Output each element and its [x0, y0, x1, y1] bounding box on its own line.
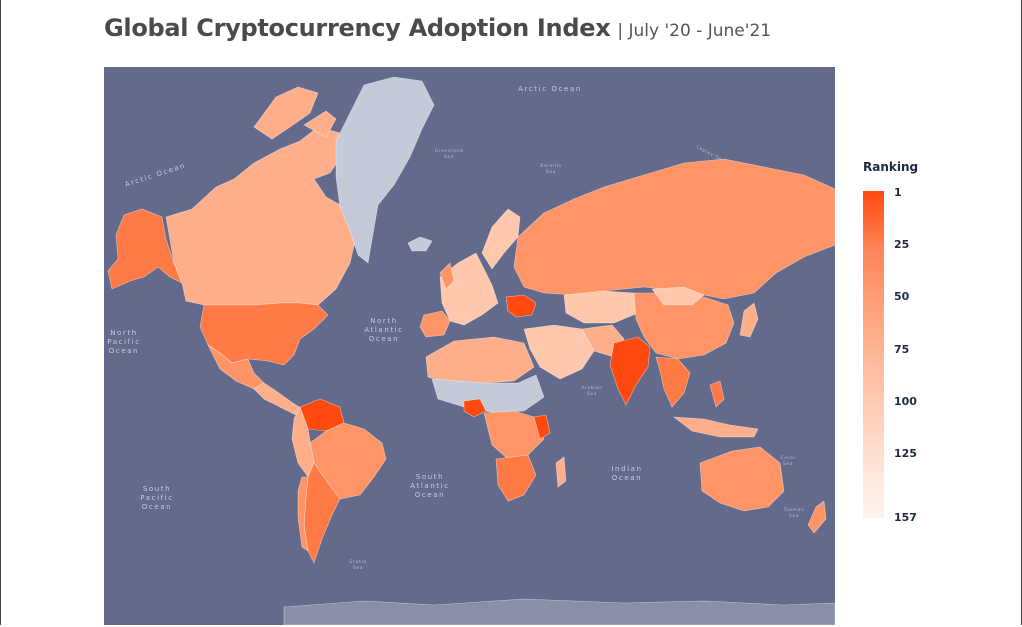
label-north-pacific-3: Ocean	[109, 347, 139, 355]
world-map[interactable]: Arctic Ocean Arctic Ocean North Pacific …	[104, 67, 835, 625]
label-north-pacific-2: Pacific	[107, 338, 140, 346]
label-coral-sea-1: Coral	[781, 455, 796, 461]
region-philippines[interactable]	[709, 380, 725, 408]
legend-title: Ranking	[863, 160, 919, 174]
region-greenland[interactable]	[335, 76, 435, 264]
label-south-pacific-3: Ocean	[142, 503, 172, 511]
region-japan[interactable]	[739, 302, 759, 338]
legend-tick-100: 100	[894, 395, 917, 408]
label-south-pacific-2: Pacific	[140, 494, 173, 502]
label-south-pacific-1: South	[143, 485, 171, 493]
region-sahel[interactable]	[431, 374, 545, 414]
label-tasman-sea-2: Sea	[789, 513, 799, 519]
region-nigeria[interactable]	[463, 398, 487, 418]
label-tasman-sea-1: Tasman	[783, 507, 805, 513]
page-title: Global Cryptocurrency Adoption Index	[104, 14, 611, 42]
label-coral-sea-2: Sea	[783, 461, 793, 467]
label-indian-2: Ocean	[612, 474, 642, 482]
region-uk[interactable]	[439, 262, 455, 290]
label-south-atlantic-1: South	[416, 473, 444, 481]
region-kenya[interactable]	[533, 414, 551, 440]
region-middle-east[interactable]	[523, 324, 595, 380]
region-madagascar[interactable]	[555, 456, 567, 488]
label-arabian-sea-1: Arabian	[581, 385, 603, 391]
region-kazakhstan[interactable]	[563, 290, 639, 324]
label-north-pacific-1: North	[110, 329, 138, 337]
region-ukraine[interactable]	[505, 294, 537, 318]
label-south-atlantic-3: Ocean	[415, 491, 445, 499]
region-andes[interactable]	[291, 406, 315, 478]
region-europe-west[interactable]	[439, 252, 499, 326]
label-south-atlantic-2: Atlantic	[410, 482, 449, 490]
region-russia[interactable]	[513, 158, 835, 300]
title-row: Global Cryptocurrency Adoption Index | J…	[104, 14, 771, 48]
region-australia[interactable]	[699, 446, 785, 512]
region-southern-africa[interactable]	[495, 454, 537, 502]
legend-tick-75: 75	[894, 343, 910, 356]
label-north-atlantic-2: Atlantic	[364, 326, 403, 334]
label-greenland-sea-1: Greenland	[435, 148, 464, 154]
label-scotia-sea-1: Scotia	[349, 559, 366, 565]
page-subtitle: | July '20 - June'21	[617, 21, 772, 41]
region-mongolia[interactable]	[651, 286, 705, 306]
region-scandinavia[interactable]	[481, 208, 521, 270]
legend-tick-157: 157	[894, 511, 917, 524]
legend-tick-25: 25	[894, 238, 910, 251]
label-north-atlantic-1: North	[370, 317, 398, 325]
region-chile[interactable]	[297, 476, 309, 552]
label-scotia-sea-2: Sea	[353, 565, 363, 571]
region-mexico[interactable]	[207, 344, 265, 390]
label-greenland-sea-2: Sea	[444, 154, 454, 160]
region-iberia[interactable]	[419, 310, 451, 338]
region-iceland[interactable]	[407, 236, 433, 252]
region-india[interactable]	[609, 336, 651, 406]
region-alaska[interactable]	[107, 208, 183, 290]
label-indian-1: Indian	[611, 465, 642, 473]
ranking-legend: Ranking 1 25 50 75 100 125 157	[862, 160, 952, 530]
label-arabian-sea-2: Sea	[587, 391, 597, 397]
label-arctic-top: Arctic Ocean	[518, 85, 582, 93]
region-canada-islands[interactable]	[253, 86, 337, 140]
region-antarctica	[283, 598, 835, 625]
region-central-africa[interactable]	[483, 410, 545, 460]
legend-tick-50: 50	[894, 290, 910, 303]
legend-tick-125: 125	[894, 447, 917, 460]
region-new-zealand[interactable]	[807, 500, 827, 534]
legend-tick-1: 1	[894, 186, 902, 199]
region-southeast-asia[interactable]	[655, 356, 691, 408]
region-indonesia[interactable]	[673, 416, 759, 438]
map-svg: Arctic Ocean Arctic Ocean North Pacific …	[104, 67, 835, 625]
legend-color-bar	[863, 191, 884, 518]
label-north-atlantic-3: Ocean	[369, 335, 399, 343]
label-barents-sea-1: Barents	[540, 163, 562, 169]
label-barents-sea-2: Sea	[546, 169, 556, 175]
